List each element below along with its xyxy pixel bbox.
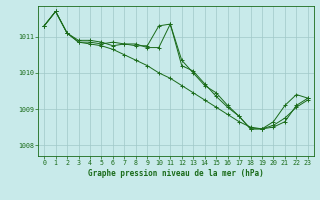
X-axis label: Graphe pression niveau de la mer (hPa): Graphe pression niveau de la mer (hPa) xyxy=(88,169,264,178)
